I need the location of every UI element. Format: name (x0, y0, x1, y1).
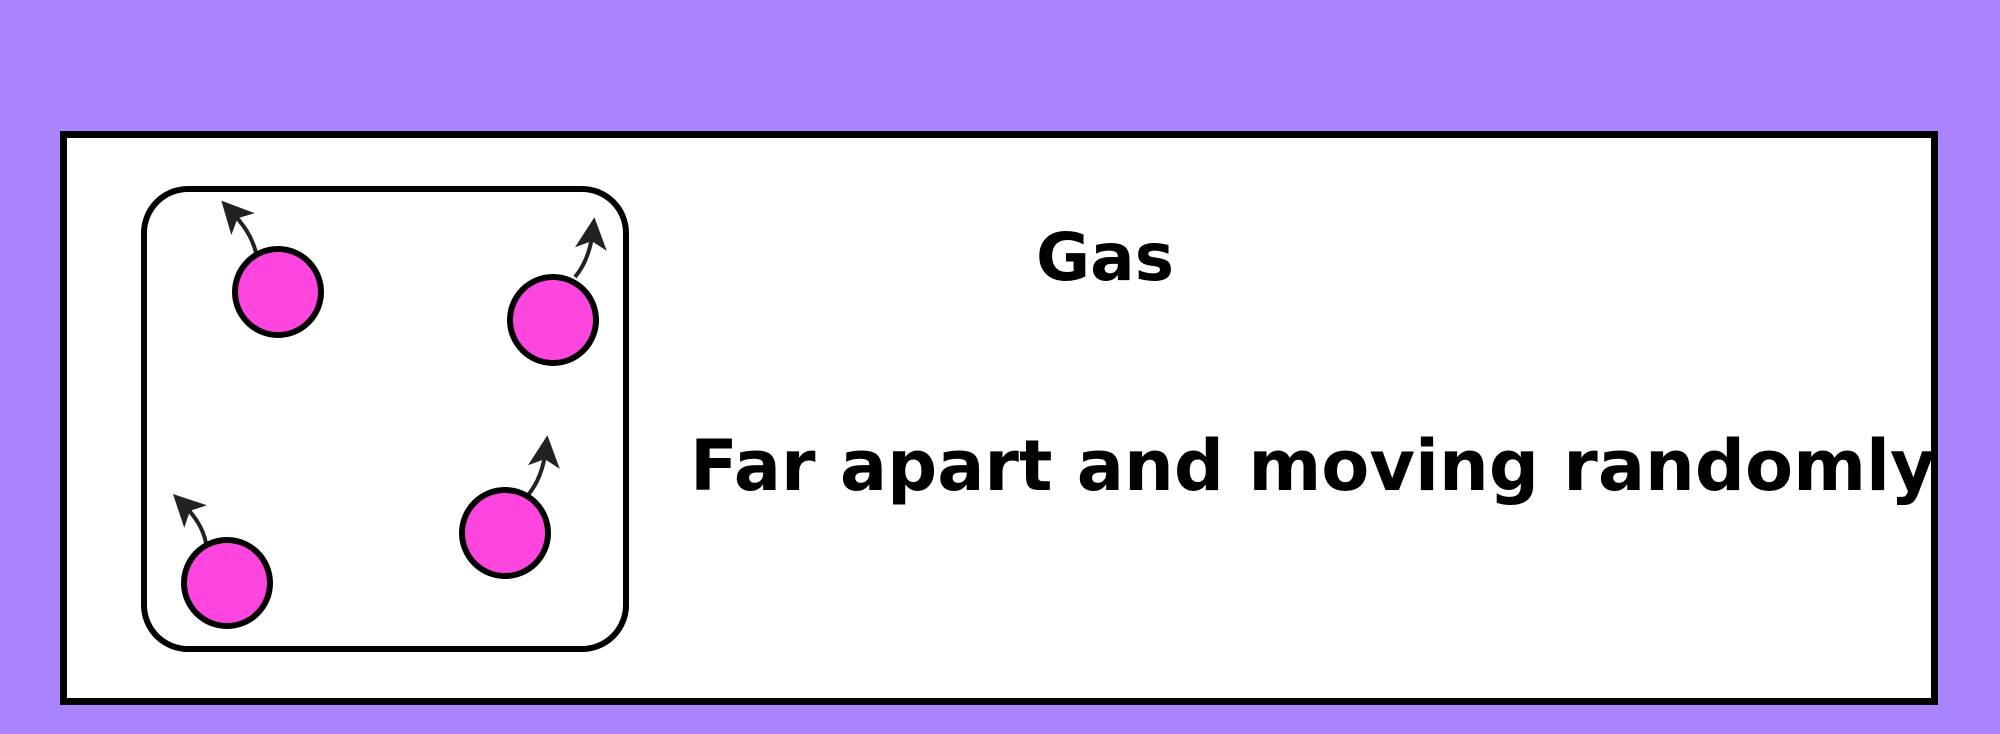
particle-bottom-left (172, 493, 273, 629)
gas-particle (181, 537, 273, 629)
particle-top-right (507, 217, 607, 366)
state-description: Far apart and moving randomly (690, 425, 1936, 507)
gas-particle (507, 274, 599, 366)
particle-top-left (221, 200, 324, 338)
container-box (141, 186, 629, 652)
motion-arrow-up-right-icon (526, 435, 560, 497)
motion-arrow-up-left-icon (221, 200, 258, 254)
motion-arrow-up-right-icon (573, 217, 607, 279)
gas-card (60, 131, 1938, 705)
gas-particle (232, 246, 324, 338)
state-title: Gas (1036, 219, 1174, 296)
gas-particle (459, 487, 551, 579)
motion-arrow-up-left-icon (172, 493, 208, 544)
particle-bottom-right (459, 435, 560, 579)
